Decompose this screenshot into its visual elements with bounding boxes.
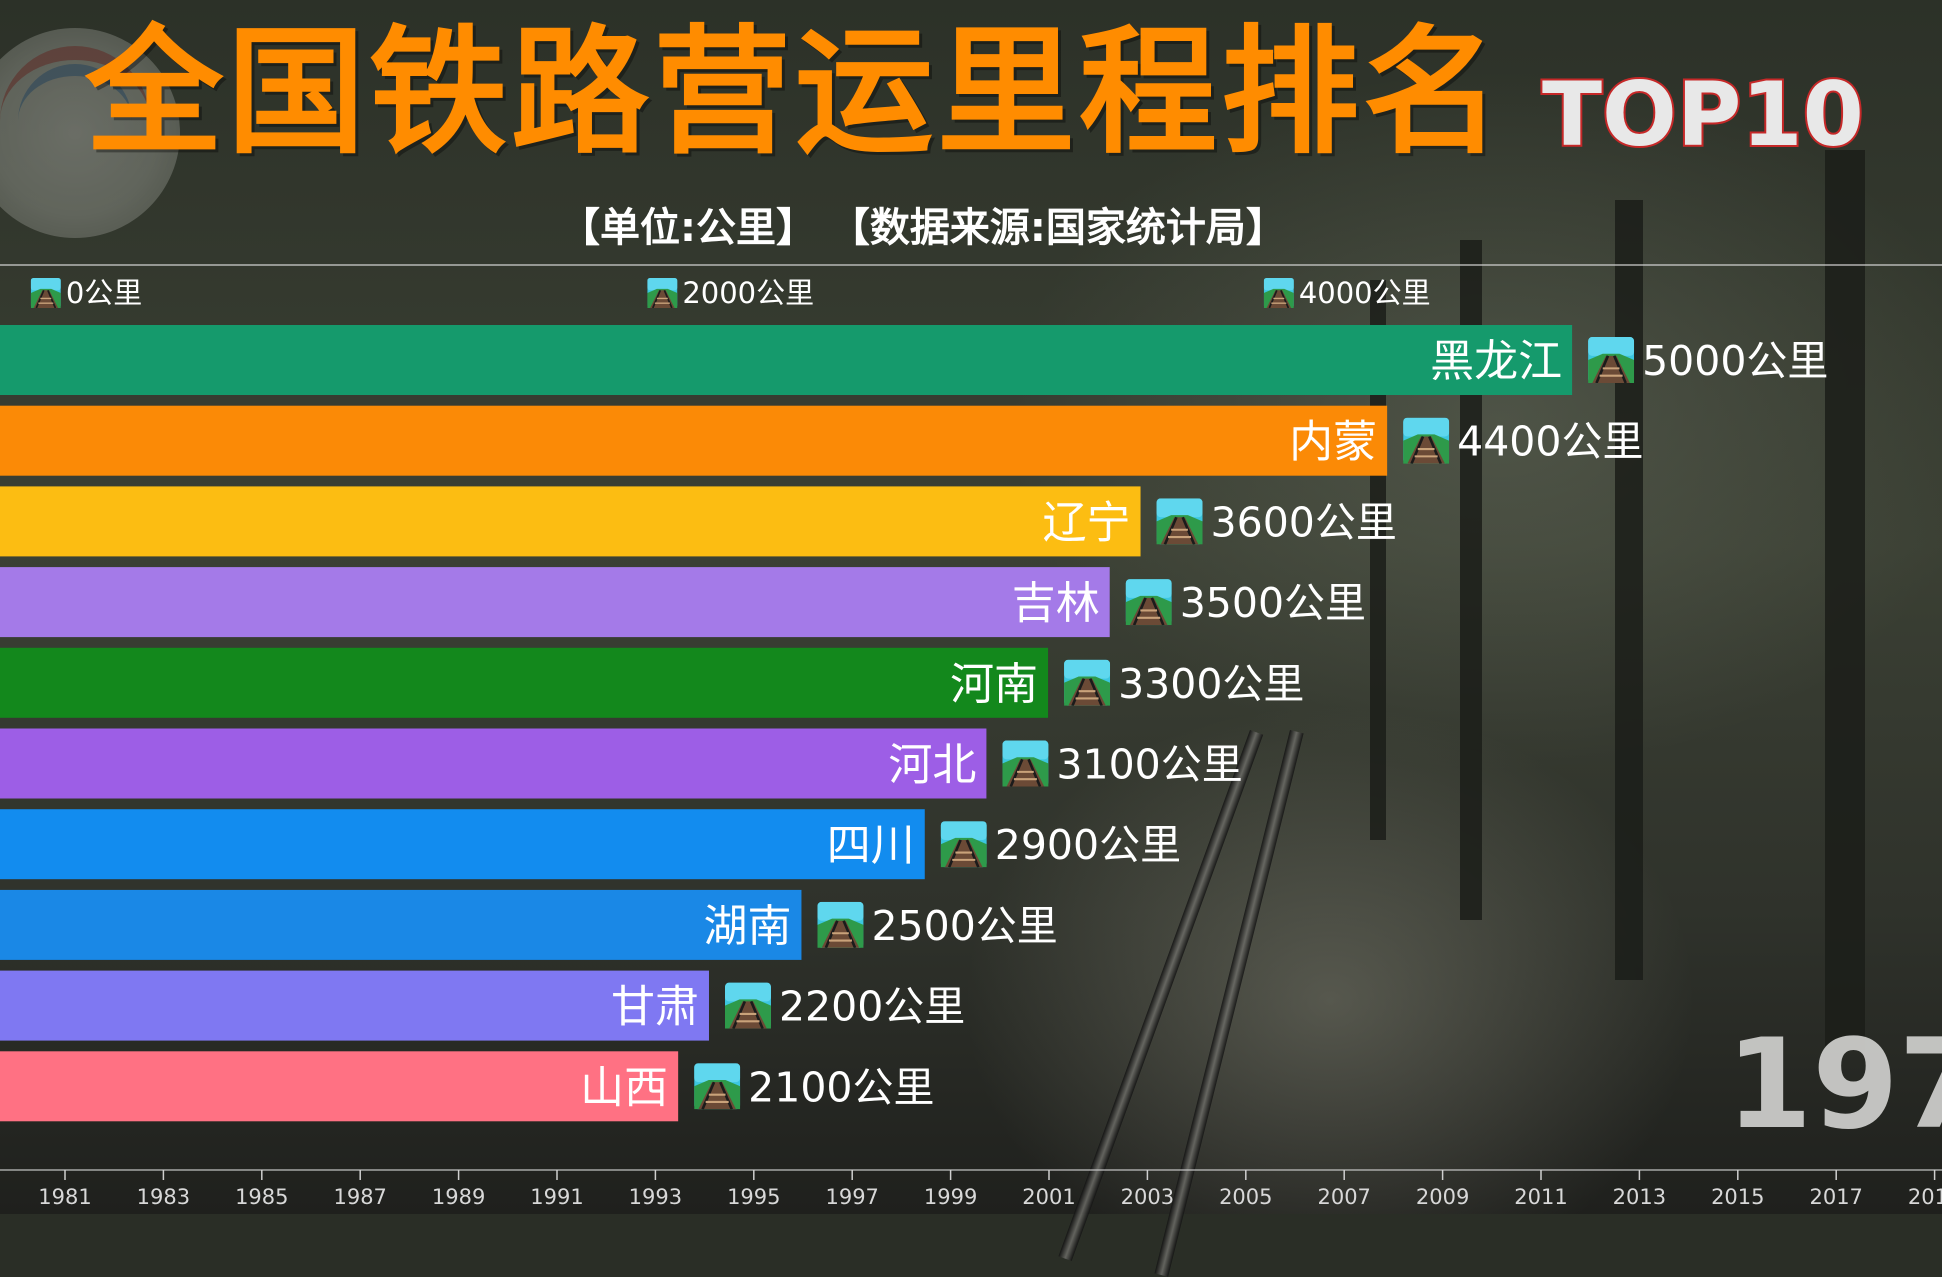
timeline-year-label: 2011 [1514, 1185, 1567, 1209]
timeline-year-label: 2017 [1809, 1185, 1862, 1209]
bar-category-label: 山西 [580, 1062, 668, 1113]
timeline-year-label: 2003 [1121, 1185, 1174, 1209]
bar [0, 486, 1141, 557]
bar [0, 567, 1110, 638]
bar-value-label: 3300公里 [1118, 660, 1304, 708]
timeline-year-label: 1989 [432, 1185, 485, 1209]
timeline-year-label: 2007 [1317, 1185, 1370, 1209]
timeline-year-label: 1993 [629, 1185, 682, 1209]
bar-value-label: 2900公里 [995, 821, 1181, 869]
bar [0, 889, 802, 960]
timeline-year-label: 2019 [1908, 1185, 1942, 1209]
bar [0, 1051, 679, 1122]
railway-track-icon [1064, 659, 1111, 706]
x-tick-label: 2000公里 [682, 276, 814, 310]
timeline-year-label: 2001 [1022, 1185, 1075, 1209]
railway-track-icon [1156, 498, 1203, 545]
railway-track-icon [1125, 579, 1172, 626]
railway-track-icon [724, 982, 771, 1029]
railway-track-icon [694, 1063, 741, 1110]
timeline-year-label: 1981 [38, 1185, 91, 1209]
timeline-year-label: 1985 [235, 1185, 288, 1209]
timeline-year-label: 1991 [530, 1185, 583, 1209]
bar-value-label: 3600公里 [1211, 498, 1397, 546]
bar [0, 809, 925, 880]
timeline-year-label: 1999 [924, 1185, 977, 1209]
bar [0, 325, 1573, 395]
timeline-year-label: 1987 [333, 1185, 386, 1209]
bar [0, 728, 987, 799]
chart-title: 全国铁路营运里程排名 [85, 12, 1506, 173]
chart-subtitle: 【单位:公里】 【数据来源:国家统计局】 [560, 205, 1286, 251]
railway-track-icon [1403, 417, 1450, 464]
railway-track-icon [1002, 740, 1049, 787]
bar-category-label: 河北 [888, 740, 976, 791]
chart-title-top10: TOP10 [1540, 61, 1866, 168]
current-year-label: 197 [1726, 1013, 1942, 1157]
bar-value-label: 2200公里 [779, 983, 965, 1031]
bar-value-label: 2100公里 [748, 1063, 934, 1111]
bar-category-label: 河南 [950, 659, 1038, 710]
bar [0, 405, 1388, 476]
timeline-year-label: 1997 [825, 1185, 878, 1209]
bar-category-label: 辽宁 [1043, 497, 1131, 548]
x-tick-icon [1263, 278, 1294, 308]
timeline-year-label: 2013 [1613, 1185, 1666, 1209]
bar-value-label: 4400公里 [1457, 418, 1643, 466]
bar-category-label: 甘肃 [611, 982, 699, 1033]
x-tick-label: 4000公里 [1299, 276, 1431, 310]
bar-value-label: 5000公里 [1642, 337, 1828, 385]
bar-category-label: 吉林 [1012, 578, 1100, 629]
timeline-year-label: 2005 [1219, 1185, 1272, 1209]
bar-category-label: 湖南 [703, 901, 791, 952]
watermark-logo [0, 28, 180, 238]
bar-category-label: 内蒙 [1289, 417, 1377, 468]
railway-track-icon [1588, 337, 1635, 383]
bar [0, 647, 1049, 718]
bar-value-label: 2500公里 [871, 902, 1057, 950]
timeline-year-label: 2009 [1416, 1185, 1469, 1209]
railway-track-icon [940, 821, 987, 868]
x-tick-icon [30, 278, 61, 308]
railway-track-icon [817, 901, 864, 948]
x-tick-label: 0公里 [66, 276, 142, 310]
timeline-year-label: 1995 [727, 1185, 780, 1209]
bar-value-label: 3500公里 [1180, 579, 1366, 627]
bar-category-label: 四川 [827, 820, 915, 871]
bar-category-label: 黑龙江 [1430, 336, 1562, 387]
timeline-year-label: 2015 [1711, 1185, 1764, 1209]
timeline-year-label: 1983 [137, 1185, 190, 1209]
bar [0, 970, 709, 1041]
bar-value-label: 3100公里 [1056, 741, 1242, 789]
x-tick-icon [647, 278, 678, 308]
